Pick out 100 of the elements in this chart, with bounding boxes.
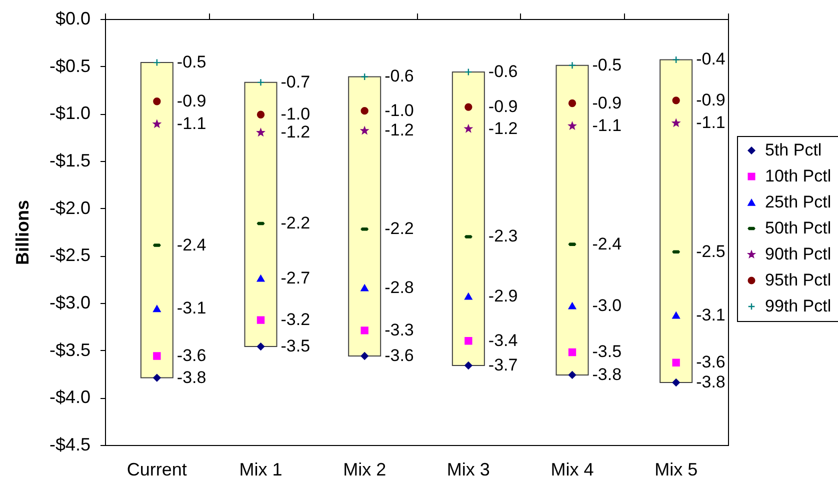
data-label: -1.2 bbox=[280, 122, 310, 142]
point bbox=[153, 98, 161, 106]
y-tick-label: -$4.0 bbox=[49, 387, 90, 408]
legend-label: 99th Pctl bbox=[765, 296, 832, 316]
bar bbox=[244, 82, 278, 348]
data-label: -3.7 bbox=[488, 355, 518, 374]
bar bbox=[140, 62, 174, 378]
point bbox=[464, 68, 472, 76]
y-tick-label: -$1.5 bbox=[49, 150, 90, 170]
data-label: -3.6 bbox=[696, 352, 726, 372]
point bbox=[568, 348, 576, 356]
legend-label: 95th Pctl bbox=[765, 270, 832, 290]
data-label: -2.5 bbox=[696, 242, 726, 261]
point bbox=[153, 120, 161, 128]
data-label: -3.8 bbox=[696, 372, 726, 392]
point bbox=[360, 326, 368, 334]
x-tick-label: Mix 4 bbox=[550, 460, 594, 480]
bar bbox=[556, 64, 589, 376]
data-label: -0.9 bbox=[696, 90, 726, 110]
data-label: -2.9 bbox=[488, 286, 518, 306]
data-label: -3.2 bbox=[280, 310, 310, 330]
legend-label: 25th Pctl bbox=[765, 192, 832, 212]
data-label: -2.4 bbox=[176, 235, 206, 254]
point bbox=[672, 378, 680, 386]
data-label: -1.2 bbox=[384, 120, 414, 140]
point bbox=[256, 342, 265, 350]
data-label: -3.1 bbox=[176, 298, 206, 318]
y-tick-label: -$3.0 bbox=[49, 292, 90, 312]
data-label: -0.9 bbox=[488, 97, 518, 116]
point bbox=[568, 122, 576, 130]
point bbox=[672, 358, 680, 366]
point bbox=[153, 305, 161, 312]
y-tick-label: $0.0 bbox=[55, 8, 90, 28]
y-tick-label: -$1.0 bbox=[49, 103, 90, 124]
data-label: -3.6 bbox=[176, 346, 206, 366]
data-label: -3.8 bbox=[176, 368, 206, 387]
data-label: -2.7 bbox=[280, 268, 310, 288]
legend-label: 90th Pctl bbox=[765, 244, 832, 264]
x-tick-label: Mix 3 bbox=[446, 460, 490, 480]
point bbox=[256, 78, 265, 86]
point bbox=[360, 352, 368, 360]
data-label: -1.1 bbox=[592, 116, 622, 135]
point bbox=[360, 126, 368, 134]
point bbox=[360, 284, 368, 292]
data-label: -3.0 bbox=[592, 296, 622, 315]
data-label: -3.4 bbox=[488, 330, 518, 350]
point bbox=[464, 337, 472, 345]
data-label: -1.1 bbox=[176, 114, 206, 134]
x-tick-label: Current bbox=[126, 460, 187, 480]
data-label: -3.5 bbox=[592, 342, 622, 362]
point bbox=[464, 292, 472, 300]
data-label: -3.8 bbox=[592, 364, 622, 384]
data-label: -0.5 bbox=[176, 52, 206, 72]
point bbox=[257, 128, 264, 136]
point bbox=[672, 56, 680, 64]
data-label: -0.9 bbox=[592, 93, 622, 112]
y-tick-label: -$2.0 bbox=[49, 198, 90, 218]
data-label: -2.2 bbox=[384, 219, 414, 238]
point bbox=[153, 58, 161, 66]
point bbox=[568, 302, 576, 310]
y-tick-label: -$0.5 bbox=[49, 56, 90, 76]
point bbox=[568, 99, 576, 108]
y-tick-label: -$4.5 bbox=[49, 434, 90, 454]
point bbox=[464, 124, 472, 132]
point bbox=[672, 96, 680, 104]
point bbox=[256, 316, 265, 324]
point bbox=[256, 274, 265, 282]
y-tick-label: -$2.5 bbox=[49, 245, 90, 266]
data-label: -0.6 bbox=[488, 62, 518, 82]
bar bbox=[452, 72, 485, 366]
data-label: -2.2 bbox=[280, 213, 310, 232]
data-label: -0.9 bbox=[176, 91, 206, 110]
data-label: -0.7 bbox=[280, 72, 310, 92]
y-axis-title: Billions bbox=[12, 200, 32, 266]
y-tick-label: -$3.5 bbox=[49, 340, 90, 360]
data-label: -1.0 bbox=[384, 100, 414, 120]
data-label: -3.3 bbox=[384, 320, 414, 340]
x-tick-label: Mix 1 bbox=[239, 460, 282, 480]
point bbox=[672, 119, 680, 126]
data-label: -2.8 bbox=[384, 278, 414, 297]
point bbox=[464, 103, 472, 111]
data-label: -3.1 bbox=[696, 305, 726, 324]
legend-label: 10th Pctl bbox=[765, 166, 832, 186]
point bbox=[153, 352, 161, 360]
data-label: -3.5 bbox=[280, 336, 310, 356]
data-label: -0.5 bbox=[592, 55, 622, 74]
legend-label: 50th Pctl bbox=[765, 218, 832, 238]
point bbox=[568, 371, 576, 379]
point bbox=[153, 374, 161, 382]
legend-label: 5th Pctl bbox=[765, 140, 822, 160]
bar bbox=[660, 59, 693, 384]
point bbox=[464, 362, 472, 370]
point bbox=[672, 312, 680, 319]
point bbox=[360, 72, 368, 81]
x-tick-label: Mix 5 bbox=[654, 460, 698, 480]
data-label: -1.0 bbox=[280, 104, 310, 124]
x-tick-label: Mix 2 bbox=[343, 460, 386, 480]
data-label: -1.2 bbox=[488, 118, 518, 138]
point bbox=[256, 110, 265, 118]
data-label: -3.6 bbox=[384, 346, 414, 366]
